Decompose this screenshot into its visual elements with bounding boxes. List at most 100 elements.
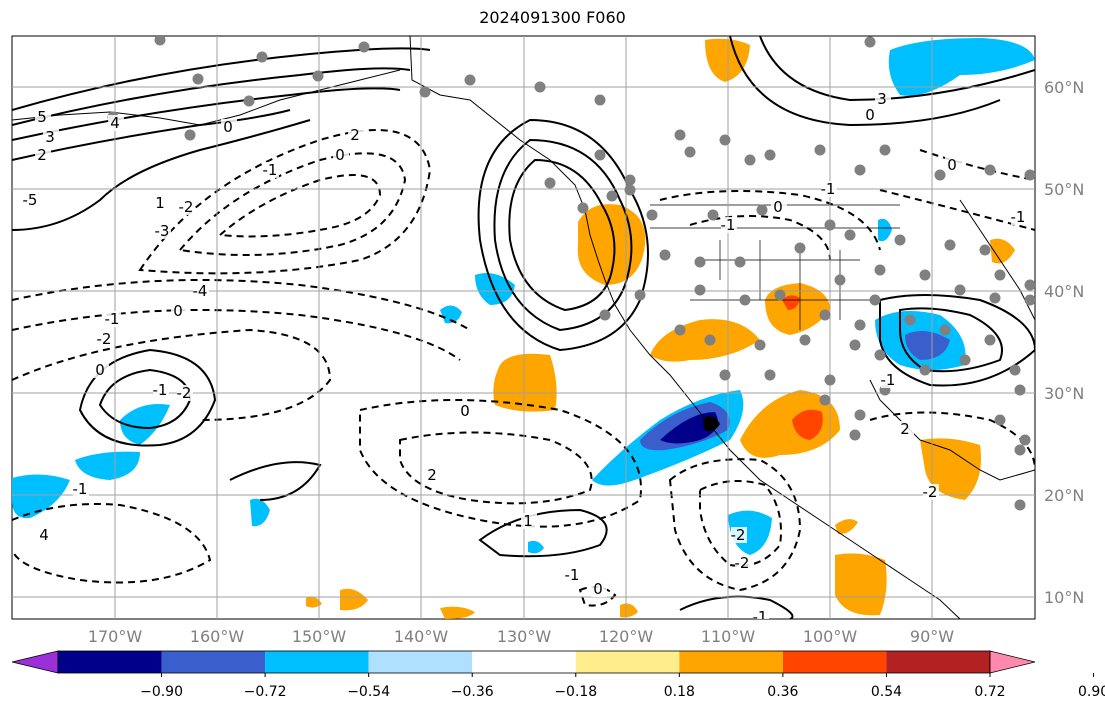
station-dot: [599, 309, 611, 321]
contour-line: [919, 149, 1035, 181]
negative-anomaly-region: [728, 510, 772, 555]
contour-label-background: [221, 119, 237, 135]
contour-label-background: [898, 421, 914, 437]
contour-label: -1: [881, 371, 896, 389]
station-dot: [739, 294, 751, 306]
negative-anomaly-region: [440, 305, 462, 324]
contour-label: 5: [37, 108, 47, 126]
station-dot: [1024, 279, 1035, 291]
positive-anomaly-region: [740, 390, 840, 458]
colorbar-tick-label: −0.36: [451, 684, 494, 700]
contour-label-background: [23, 192, 39, 208]
contour-label-background: [565, 567, 581, 583]
station-dot: [764, 149, 776, 161]
contour-label-background: [521, 513, 537, 529]
contour-line: [679, 595, 794, 619]
colorbar-segment: [679, 651, 783, 673]
station-dot: [984, 334, 996, 346]
extreme-anomaly-spot: [703, 416, 720, 432]
contour-label-background: [348, 127, 364, 143]
contour-line: [869, 411, 1035, 471]
lat-label: 20°N: [1044, 486, 1084, 505]
contour-label-background: [93, 362, 109, 378]
lon-label: 150°W: [292, 627, 347, 646]
contour-label: -1: [721, 216, 736, 234]
contour-label-background: [591, 581, 607, 597]
station-dot: [824, 374, 836, 386]
station-dot: [1014, 384, 1026, 396]
station-dot: [1019, 434, 1031, 446]
station-dot: [854, 319, 866, 331]
station-dot: [419, 86, 431, 98]
contour-label: 0: [173, 302, 183, 320]
station-dot: [694, 256, 706, 268]
station-dot: [794, 242, 806, 254]
contour-label: 3: [45, 128, 55, 146]
station-dot: [312, 70, 324, 82]
contour-label: 4: [110, 114, 120, 132]
station-dot: [814, 144, 826, 156]
contour-label: -1: [105, 310, 120, 328]
station-dot: [894, 234, 906, 246]
station-dot: [674, 324, 686, 336]
station-dot: [844, 229, 856, 241]
contour-line: [12, 328, 332, 421]
contour-label: 2: [900, 420, 910, 438]
contour-label: -1: [1011, 208, 1026, 226]
positive-anomaly-region: [306, 596, 322, 608]
contour-line: [12, 503, 212, 584]
contour-label: 4: [39, 526, 49, 544]
contour-label: -1: [753, 608, 768, 626]
strong-positive-anomaly: [792, 409, 823, 440]
lat-label: 50°N: [1044, 180, 1084, 199]
contour-label: -1: [565, 566, 580, 584]
contour-label: 0: [593, 580, 603, 598]
station-dot: [764, 369, 776, 381]
colorbar-tick-label: 0.54: [871, 684, 902, 700]
contour-label-background: [153, 195, 169, 211]
station-dot: [979, 244, 991, 256]
contour-line: [729, 36, 1001, 127]
station-dot: [719, 134, 731, 146]
contour-label-background: [923, 484, 939, 500]
lon-label: 100°W: [803, 627, 858, 646]
contour-label-background: [73, 481, 89, 497]
station-dot: [939, 324, 951, 336]
contour-label-background: [35, 147, 51, 163]
station-dot: [358, 41, 370, 53]
station-dot: [934, 169, 946, 181]
station-dot: [754, 339, 766, 351]
contour-line: [689, 215, 831, 261]
station-dot: [544, 177, 556, 189]
contour-line: [759, 36, 1035, 102]
strong-positive-anomaly: [782, 295, 800, 310]
positive-anomaly-region: [493, 353, 557, 412]
station-dot: [954, 284, 966, 296]
contour-label: 3: [877, 90, 887, 108]
positive-anomaly-region: [620, 603, 638, 618]
contour-label: 0: [223, 118, 233, 136]
station-dot: [919, 269, 931, 281]
station-dot: [704, 334, 716, 346]
positive-anomaly-region: [835, 519, 858, 535]
station-dot: [594, 149, 606, 161]
contour-line: [899, 307, 1003, 373]
coastline-west-america: [409, 36, 961, 619]
contour-label: -1: [821, 180, 836, 198]
station-dot: [624, 174, 636, 186]
station-dot: [849, 429, 861, 441]
colorbar-segment: [58, 651, 162, 673]
colorbar-tick-label: 0.90: [1078, 684, 1105, 700]
station-dot: [904, 314, 916, 326]
station-dot: [707, 209, 719, 221]
contour-label: -2: [177, 384, 192, 402]
station-dot: [819, 309, 831, 321]
colorbar-segment: [368, 651, 473, 673]
lat-label: 10°N: [1044, 588, 1084, 607]
station-dot: [919, 364, 931, 376]
colorbar-tick-label: 0.18: [664, 684, 695, 700]
station-dot: [1014, 444, 1026, 456]
station-dot: [606, 190, 618, 202]
contour-label-background: [153, 382, 169, 398]
